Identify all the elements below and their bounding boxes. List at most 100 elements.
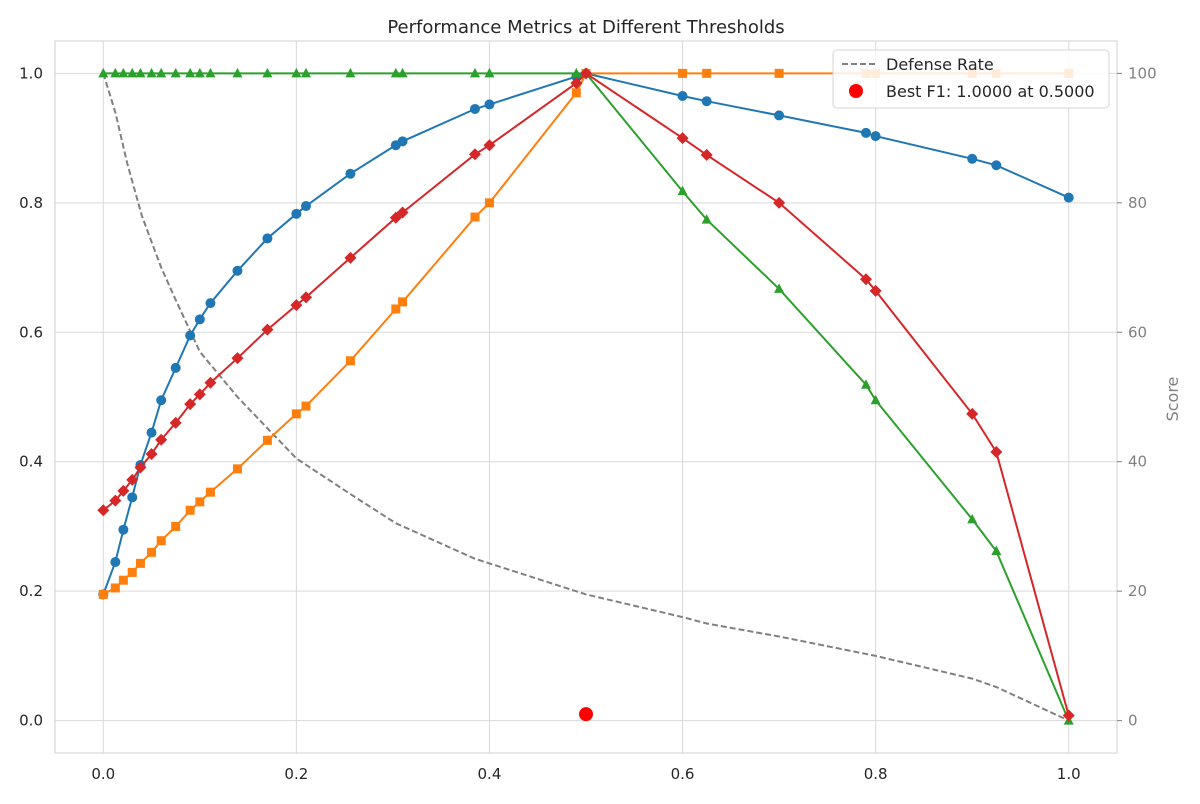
data-point (469, 103, 480, 114)
data-point (700, 148, 713, 161)
data-point (869, 284, 882, 297)
data-point (156, 536, 166, 546)
data-point (205, 67, 216, 78)
data-point (147, 547, 157, 557)
data-point (110, 557, 121, 568)
best-f1-layer (579, 707, 593, 722)
data-point (195, 497, 205, 507)
data-point (870, 131, 881, 142)
y-tick-label: 0.2 (19, 582, 43, 600)
data-point (134, 461, 147, 474)
y2-tick-label: 20 (1128, 582, 1147, 600)
data-point (291, 67, 302, 78)
y2-axis-label: Score (1163, 377, 1182, 422)
data-point (966, 407, 979, 420)
data-point (990, 446, 1003, 459)
data-point (232, 265, 243, 276)
data-point (344, 251, 357, 264)
data-point (262, 67, 273, 78)
data-point (135, 67, 146, 78)
defense-rate-layer (102, 73, 1070, 722)
data-point (290, 299, 303, 312)
data-point (774, 283, 785, 293)
data-point (117, 484, 130, 497)
y-tick-label: 0.4 (19, 453, 43, 471)
data-point (146, 67, 157, 78)
data-point (291, 409, 301, 419)
data-point (205, 487, 215, 497)
data-point (261, 323, 274, 336)
data-point (97, 504, 110, 517)
data-point (262, 233, 273, 244)
data-point (398, 297, 408, 307)
data-point (135, 558, 145, 568)
x-tick-label: 1.0 (1057, 765, 1081, 783)
data-point (118, 575, 128, 585)
data-point (397, 67, 408, 78)
data-point (127, 492, 138, 503)
series-4 (97, 67, 1075, 722)
data-point (991, 160, 1002, 171)
legend: Defense Rate Best F1: 1.0000 at 0.5000 (832, 49, 1110, 109)
data-point (126, 473, 139, 486)
data-point (860, 127, 871, 138)
data-point (301, 201, 312, 212)
data-point (571, 67, 582, 78)
x-tick-label: 0.4 (478, 765, 502, 783)
data-point (773, 196, 786, 209)
data-point (193, 388, 206, 401)
data-point (170, 67, 181, 78)
data-point (110, 67, 121, 78)
data-point (146, 427, 157, 438)
data-point (184, 398, 197, 411)
y-tick-label: 0.6 (19, 323, 43, 341)
plot-frame (54, 40, 1118, 754)
data-point (1062, 709, 1075, 722)
data-point (231, 352, 244, 365)
data-point (205, 298, 216, 309)
data-point (967, 513, 978, 524)
data-point (470, 212, 480, 222)
data-point (701, 214, 712, 224)
data-point (194, 314, 205, 325)
data-point (469, 67, 480, 78)
data-point (991, 545, 1002, 556)
legend-defense-label: Defense Rate (886, 55, 994, 74)
data-point (156, 395, 167, 406)
chart-title: Performance Metrics at Different Thresho… (387, 17, 784, 38)
data-point (127, 567, 137, 577)
y-tick-label: 0.0 (19, 712, 43, 730)
data-point (870, 394, 881, 405)
data-point (169, 416, 182, 429)
data-point (396, 206, 409, 219)
y2-tick-label: 0 (1128, 712, 1138, 730)
data-point (774, 68, 784, 78)
data-point (468, 148, 481, 161)
data-point (702, 68, 712, 78)
tick-label-layer: 0.0 0.2 0.4 0.6 0.8 1.0 0.0 0.2 0.4 0.6 0.8 1.0 0 20 4… (19, 64, 1157, 783)
y-tick-label: 0.8 (19, 194, 43, 212)
data-point (170, 362, 181, 373)
data-point (291, 208, 302, 219)
data-point (345, 356, 355, 366)
data-point (127, 67, 138, 78)
data-point (484, 198, 494, 208)
data-point (185, 505, 195, 515)
data-point (860, 379, 871, 389)
data-point (580, 67, 592, 80)
data-point (345, 168, 356, 179)
data-point (484, 67, 495, 78)
data-point (156, 67, 167, 78)
data-point (859, 273, 872, 286)
legend-best-f1-swatch (849, 84, 863, 98)
data-point (98, 589, 108, 599)
y2-tick-label: 100 (1128, 64, 1157, 82)
data-point (98, 67, 109, 78)
defense-rate-line (102, 73, 1070, 722)
data-point (677, 185, 688, 196)
best-f1-point (579, 707, 593, 722)
data-point (1063, 192, 1074, 203)
x-tick-label: 0.8 (864, 765, 888, 783)
data-point (301, 401, 311, 411)
data-point (967, 153, 978, 164)
